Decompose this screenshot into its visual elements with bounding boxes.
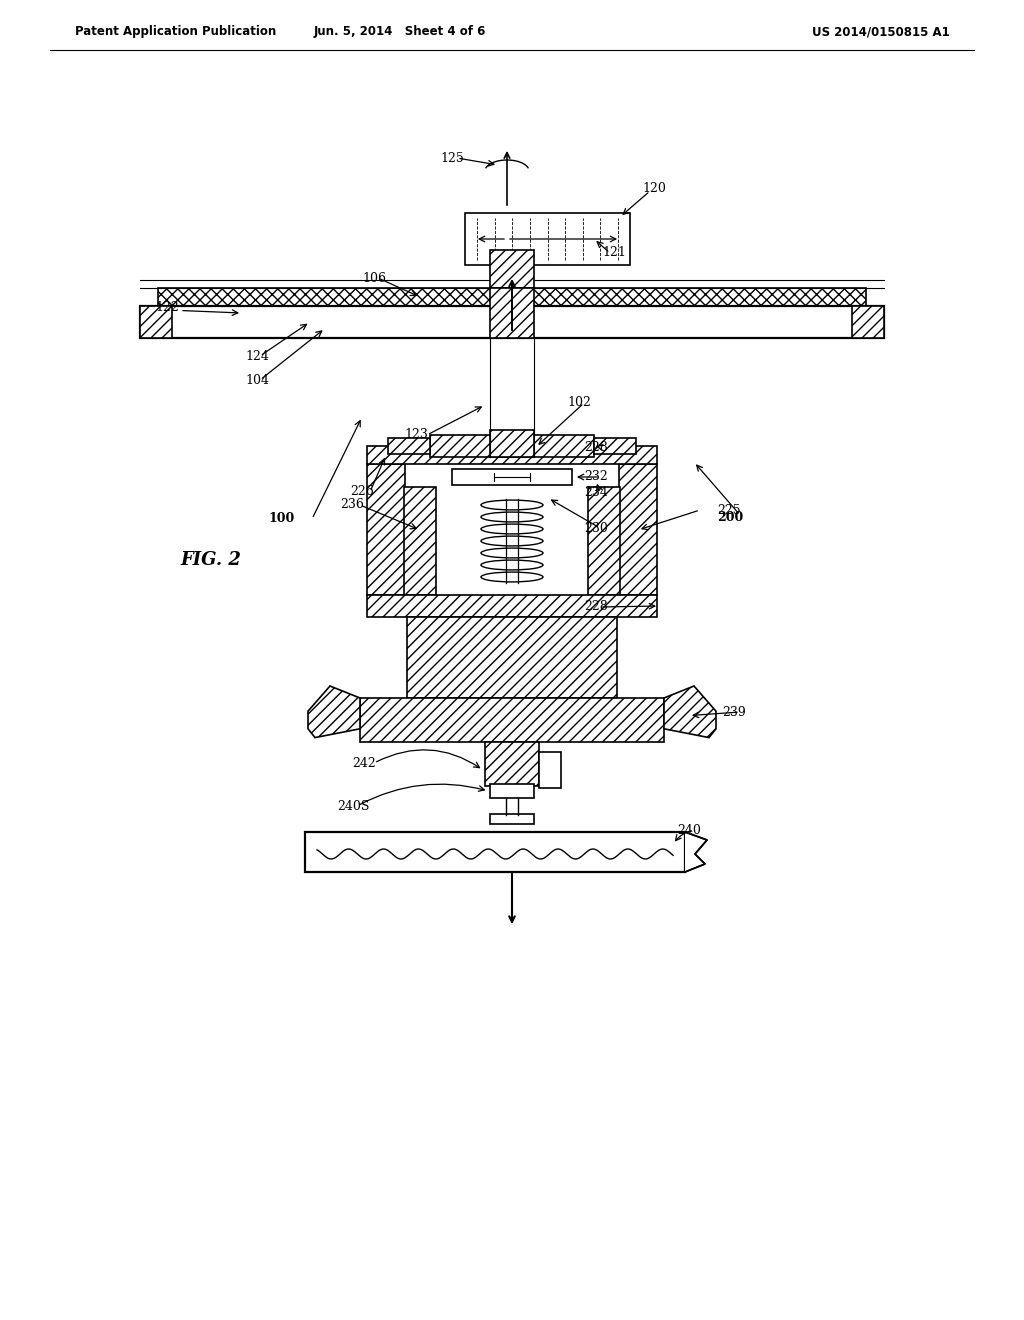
Text: 121: 121 bbox=[602, 247, 626, 260]
Ellipse shape bbox=[481, 536, 543, 546]
Ellipse shape bbox=[481, 512, 543, 521]
Ellipse shape bbox=[481, 560, 543, 570]
Bar bbox=[367, 465, 406, 595]
Text: US 2014/0150815 A1: US 2014/0150815 A1 bbox=[812, 25, 950, 38]
Bar bbox=[539, 752, 561, 788]
Text: 239: 239 bbox=[722, 705, 745, 718]
Ellipse shape bbox=[481, 500, 543, 510]
Text: 232: 232 bbox=[584, 470, 608, 483]
Text: 104: 104 bbox=[245, 374, 269, 387]
Bar bbox=[490, 430, 534, 457]
Text: 228: 228 bbox=[584, 441, 608, 454]
Bar bbox=[490, 249, 534, 288]
Bar bbox=[158, 288, 866, 306]
Text: 225: 225 bbox=[717, 503, 740, 516]
Ellipse shape bbox=[481, 548, 543, 558]
Bar bbox=[367, 446, 657, 465]
Text: 123: 123 bbox=[404, 429, 428, 441]
Text: 200: 200 bbox=[717, 511, 743, 524]
Text: FIG. 2: FIG. 2 bbox=[180, 550, 241, 569]
Bar bbox=[588, 487, 620, 595]
Bar bbox=[367, 595, 657, 616]
Text: 228: 228 bbox=[584, 601, 608, 614]
Text: 240S: 240S bbox=[337, 800, 370, 813]
Bar bbox=[618, 465, 657, 595]
Bar bbox=[852, 306, 884, 338]
Bar bbox=[430, 436, 594, 457]
Text: 102: 102 bbox=[567, 396, 591, 409]
Bar bbox=[490, 814, 534, 824]
Ellipse shape bbox=[481, 572, 543, 582]
Text: 226: 226 bbox=[350, 486, 374, 499]
Bar bbox=[452, 469, 572, 484]
Ellipse shape bbox=[481, 524, 543, 533]
Bar bbox=[485, 742, 539, 785]
Text: 106: 106 bbox=[362, 272, 386, 285]
Bar bbox=[140, 306, 884, 338]
Text: 124: 124 bbox=[245, 350, 269, 363]
Bar bbox=[594, 438, 636, 454]
Bar bbox=[305, 832, 685, 873]
Polygon shape bbox=[664, 686, 716, 738]
Bar bbox=[490, 288, 534, 338]
Text: Jun. 5, 2014   Sheet 4 of 6: Jun. 5, 2014 Sheet 4 of 6 bbox=[313, 25, 486, 38]
Bar bbox=[140, 306, 172, 338]
Text: 242: 242 bbox=[352, 756, 376, 770]
Bar bbox=[404, 487, 436, 595]
Text: 120: 120 bbox=[642, 181, 666, 194]
Bar bbox=[388, 438, 430, 454]
Bar bbox=[465, 213, 630, 265]
Text: 234: 234 bbox=[584, 487, 608, 499]
Bar bbox=[490, 784, 534, 799]
Text: 236: 236 bbox=[340, 499, 364, 511]
Text: 100: 100 bbox=[268, 512, 294, 525]
Bar bbox=[360, 698, 664, 742]
Polygon shape bbox=[308, 686, 360, 738]
Text: 230: 230 bbox=[584, 521, 608, 535]
Text: Patent Application Publication: Patent Application Publication bbox=[75, 25, 276, 38]
Polygon shape bbox=[685, 832, 710, 873]
Text: 122: 122 bbox=[155, 301, 179, 314]
Bar bbox=[407, 616, 617, 698]
Text: 125: 125 bbox=[440, 152, 464, 165]
Text: 240: 240 bbox=[677, 824, 700, 837]
